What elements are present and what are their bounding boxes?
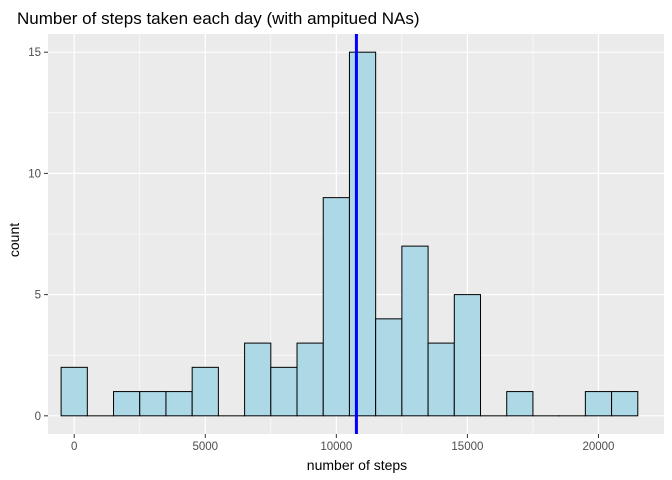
x-tick-label: 10000 <box>320 441 352 453</box>
histogram-bar <box>375 318 403 417</box>
y-axis-label: count <box>6 223 22 257</box>
histogram-bar <box>191 366 219 417</box>
y-axis-ticks: 0 5 10 15 <box>28 47 48 423</box>
histogram-bars <box>60 51 639 417</box>
x-tick-label: 20000 <box>582 441 614 453</box>
histogram-bar <box>60 366 88 417</box>
histogram-bar <box>296 342 324 417</box>
histogram-bar <box>611 391 639 417</box>
histogram-bar <box>139 391 167 417</box>
x-tick-label: 5000 <box>192 441 218 453</box>
histogram-bar <box>427 342 455 417</box>
y-tick-label: 5 <box>35 290 41 302</box>
histogram-bar <box>348 51 377 417</box>
y-tick-label: 10 <box>28 168 41 180</box>
x-tick-label: 15000 <box>451 441 483 453</box>
histogram-bar <box>453 294 482 417</box>
histogram-bar <box>506 391 534 417</box>
histogram-bar <box>165 391 193 417</box>
histogram-bar <box>322 197 350 417</box>
x-axis-label: number of steps <box>307 457 407 473</box>
x-tick-label: 0 <box>71 441 77 453</box>
x-axis-ticks: 0 5000 10000 15000 20000 <box>71 434 614 453</box>
chart-title: Number of steps taken each day (with amp… <box>17 9 420 28</box>
y-tick-label: 15 <box>28 47 41 59</box>
histogram-bar <box>244 342 272 417</box>
histogram-bar <box>584 391 613 417</box>
histogram-bar <box>113 391 141 417</box>
histogram-bar <box>401 245 429 417</box>
y-tick-label: 0 <box>35 411 41 423</box>
histogram-bar <box>270 366 298 417</box>
